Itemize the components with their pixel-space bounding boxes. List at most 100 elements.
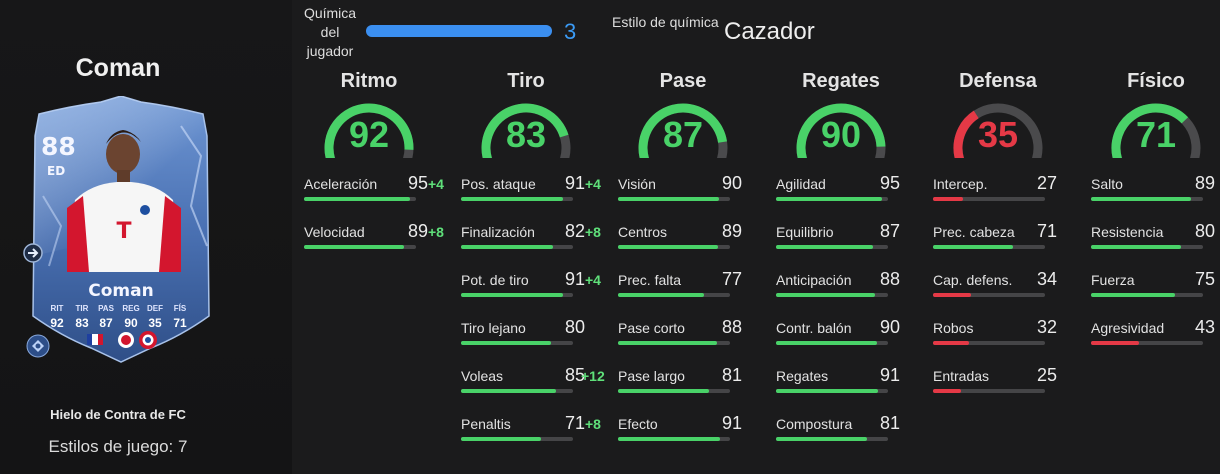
- attribute-row[interactable]: Pos. ataque 91 +4: [461, 173, 601, 224]
- card-stat-value: 87: [99, 316, 113, 330]
- attribute-row[interactable]: Prec. cabeza 71: [933, 221, 1073, 272]
- attribute-row[interactable]: Centros 89: [618, 221, 758, 272]
- attribute-row[interactable]: Finalización 82 +8: [461, 221, 601, 272]
- playstyle-icon: [26, 334, 50, 358]
- attribute-bar: [1091, 341, 1203, 345]
- gauge-fill: [324, 103, 414, 158]
- attribute-name: Tiro lejano: [461, 320, 526, 336]
- attribute-value: 85: [564, 365, 585, 385]
- attribute-row[interactable]: Velocidad 89 +8: [304, 221, 444, 272]
- attribute-bar-fill: [461, 341, 551, 345]
- attribute-row[interactable]: Anticipación 88: [776, 269, 916, 320]
- attribute-row[interactable]: Salto 89: [1091, 173, 1220, 224]
- attribute-boost: +4: [428, 176, 444, 192]
- attribute-bar-fill: [776, 197, 883, 201]
- attribute-name: Aceleración: [304, 176, 378, 192]
- card-stat-label: TIR: [75, 304, 89, 313]
- attribute-boost: +8: [585, 224, 601, 240]
- chemistry-progress-bar: [366, 25, 552, 37]
- category-gauge: [1111, 103, 1201, 158]
- card-stat-label: DEF: [147, 304, 163, 313]
- attribute-boost: +8: [428, 224, 444, 240]
- attribute-row[interactable]: Compostura 81: [776, 413, 916, 464]
- attribute-row[interactable]: Prec. falta 77: [618, 269, 758, 320]
- attribute-row[interactable]: Pot. de tiro 91 +4: [461, 269, 601, 320]
- attribute-row[interactable]: Pase corto 88: [618, 317, 758, 368]
- attribute-bar-fill: [933, 341, 969, 345]
- attribute-row[interactable]: Resistencia 80: [1091, 221, 1220, 272]
- attribute-row[interactable]: Robos 32: [933, 317, 1073, 368]
- attribute-name: Velocidad: [304, 224, 365, 240]
- attribute-bar: [618, 293, 730, 297]
- attribute-name: Equilibrio: [776, 224, 834, 240]
- attribute-value: 27: [1036, 173, 1057, 193]
- attribute-row[interactable]: Tiro lejano 80: [461, 317, 601, 368]
- attribute-value: 32: [1036, 317, 1057, 337]
- attribute-bar-fill: [618, 341, 717, 345]
- attribute-bar-fill: [933, 293, 972, 297]
- attribute-bar-fill: [933, 197, 964, 201]
- attribute-name: Prec. falta: [618, 272, 682, 288]
- attribute-value: 81: [721, 365, 742, 385]
- attribute-value: 89: [407, 221, 428, 241]
- attribute-bar-fill: [618, 197, 719, 201]
- attribute-name: Intercep.: [933, 176, 988, 192]
- attribute-bar: [618, 437, 730, 441]
- attribute-name: Resistencia: [1091, 224, 1164, 240]
- attribute-name: Regates: [776, 368, 829, 384]
- card-rating: 88: [41, 132, 76, 161]
- attribute-row[interactable]: Agilidad 95: [776, 173, 916, 224]
- attribute-row[interactable]: Pase largo 81: [618, 365, 758, 416]
- category-title: Tiro: [507, 70, 545, 92]
- attribute-name: Entradas: [933, 368, 990, 384]
- attribute-bar: [1091, 293, 1203, 297]
- chemistry-value: 3: [564, 19, 577, 44]
- attribute-bar-fill: [933, 245, 1013, 249]
- attribute-row[interactable]: Penaltis 71 +8: [461, 413, 601, 464]
- attribute-name: Centros: [618, 224, 668, 240]
- chemistry-style-value[interactable]: Cazador: [724, 18, 815, 45]
- category-gauge: [481, 103, 571, 158]
- attribute-name: Pos. ataque: [461, 176, 536, 192]
- attribute-name: Cap. defens.: [933, 272, 1013, 288]
- attribute-value: 91: [564, 173, 585, 193]
- attribute-row[interactable]: Cap. defens. 34: [933, 269, 1073, 320]
- attribute-bar: [618, 245, 730, 249]
- card-position: ED: [47, 164, 66, 178]
- attribute-bar: [618, 197, 730, 201]
- playstyles-count[interactable]: Estilos de juego: 7: [48, 437, 188, 456]
- attribute-row[interactable]: Efecto 91: [618, 413, 758, 464]
- attribute-bar-fill: [618, 389, 709, 393]
- attribute-name: Robos: [933, 320, 974, 336]
- attribute-bar-fill: [1091, 293, 1175, 297]
- attribute-bar: [461, 341, 573, 345]
- attribute-bar: [933, 293, 1045, 297]
- attribute-row[interactable]: Contr. balón 90: [776, 317, 916, 368]
- category-value: 35: [977, 114, 1019, 155]
- attribute-bar-fill: [461, 245, 553, 249]
- attribute-name: Contr. balón: [776, 320, 852, 336]
- attribute-row[interactable]: Fuerza 75: [1091, 269, 1220, 320]
- category-title: Ritmo: [340, 70, 398, 92]
- attribute-row[interactable]: Agresividad 43: [1091, 317, 1220, 368]
- category-gauge: [638, 103, 728, 158]
- attribute-value: 81: [879, 413, 900, 433]
- attribute-row[interactable]: Voleas 85 +12: [461, 365, 605, 416]
- attribute-row[interactable]: Entradas 25: [933, 365, 1073, 416]
- attribute-row[interactable]: Equilibrio 87: [776, 221, 916, 272]
- attribute-bar-fill: [461, 293, 563, 297]
- attribute-value: 90: [721, 173, 742, 193]
- attribute-row[interactable]: Regates 91: [776, 365, 916, 416]
- attribute-value: 75: [1194, 269, 1215, 289]
- category-title: Pase: [659, 70, 707, 92]
- attribute-row[interactable]: Aceleración 95 +4: [304, 173, 444, 224]
- attribute-bar-fill: [304, 197, 411, 201]
- attribute-row[interactable]: Intercep. 27: [933, 173, 1073, 224]
- attribute-value: 95: [407, 173, 428, 193]
- attribute-row[interactable]: Visión 90: [618, 173, 758, 224]
- attribute-boost: +4: [585, 272, 601, 288]
- player-card[interactable]: T 88 ED Coman RIT 92 TIR 83 PAS 87 REG 90 DEF 35 F…: [23, 96, 211, 364]
- attribute-bar-fill: [1091, 245, 1181, 249]
- svg-text:T: T: [116, 219, 131, 244]
- attribute-boost: +4: [585, 176, 601, 192]
